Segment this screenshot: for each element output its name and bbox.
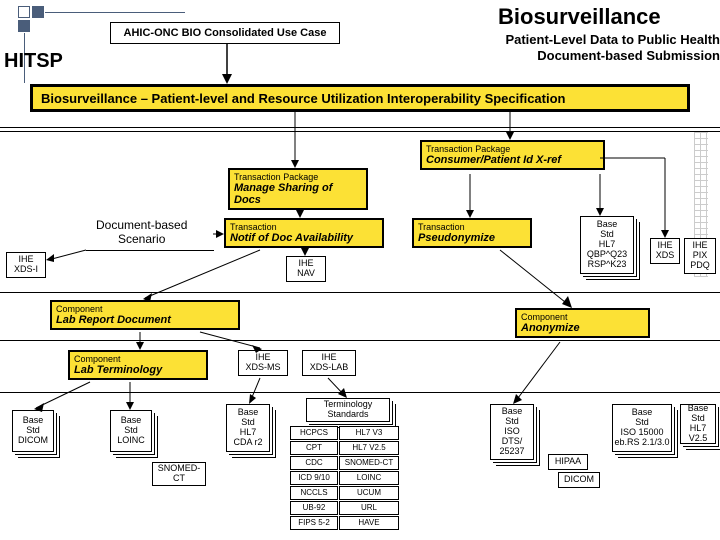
ihe-xdsi: IHEXDS-I [6, 252, 46, 278]
hr4 [0, 340, 720, 341]
ts-grid: HCPCSHL7 V3 CPTHL7 V2.5 CDCSNOMED-CT ICD… [290, 426, 399, 530]
corner-line-h [45, 12, 185, 13]
comp-lab-report: Component Lab Report Document [50, 300, 240, 330]
base-hl7cda: BaseStdHL7CDA r2 [226, 404, 270, 452]
base-dicom: BaseStdDICOM [12, 410, 54, 452]
base-iso15000: BaseStdISO 15000eb.RS 2.1/3.0 [612, 404, 672, 452]
spec-bar: Biosurveillance – Patient-level and Reso… [30, 84, 690, 112]
ihe-xdsms: IHEXDS-MS [238, 350, 288, 376]
tx-pseudo: Transaction Pseudonymize [412, 218, 532, 248]
ahic-text: AHIC-ONC BIO Consolidated Use Case [111, 27, 339, 39]
tp-consumer: Transaction Package Consumer/Patient Id … [420, 140, 605, 170]
term-std-header: TerminologyStandards [306, 398, 390, 422]
hr2 [0, 131, 720, 132]
snomed: SNOMED-CT [152, 462, 206, 486]
arrow-ahic-spec [220, 44, 234, 84]
hr3 [0, 292, 720, 293]
hr1 [0, 127, 720, 128]
base-hl7q: BaseStdHL7QBP^Q23RSP^K23 [580, 216, 634, 274]
hipaa: HIPAA [548, 454, 588, 470]
doc-scenario-line [86, 250, 214, 251]
base-hl7v25: BaseStdHL7 V2.5 [680, 404, 716, 444]
ihe-nav: IHENAV [286, 256, 326, 282]
tp-manage: Transaction Package Manage Sharing ofDoc… [228, 168, 368, 210]
corner-sq-3 [18, 20, 30, 32]
comp-anonymize: Component Anonymize [515, 308, 650, 338]
dicom2: DICOM [558, 472, 600, 488]
comp-lab-term: Component Lab Terminology [68, 350, 208, 380]
base-iso25237: BaseStdISODTS/25237 [490, 404, 534, 460]
tx-notif: Transaction Notif of Doc Availability [224, 218, 384, 248]
corner-sq-1 [18, 6, 30, 18]
ihe-xds: IHEXDS [650, 238, 680, 264]
ihe-pix: IHEPIXPDQ [684, 238, 716, 274]
ahic-box: AHIC-ONC BIO Consolidated Use Case [110, 22, 340, 44]
doc-scenario: Document-basedScenario [96, 218, 187, 246]
ihe-xdslab: IHEXDS-LAB [302, 350, 356, 376]
hr5 [0, 392, 720, 393]
corner-sq-2 [32, 6, 44, 18]
hitsp-label: HITSP [4, 50, 63, 73]
subtitle: Patient-Level Data to Public Health Docu… [445, 32, 720, 63]
main-title: Biosurveillance [498, 4, 661, 30]
base-loinc: BaseStdLOINC [110, 410, 152, 452]
